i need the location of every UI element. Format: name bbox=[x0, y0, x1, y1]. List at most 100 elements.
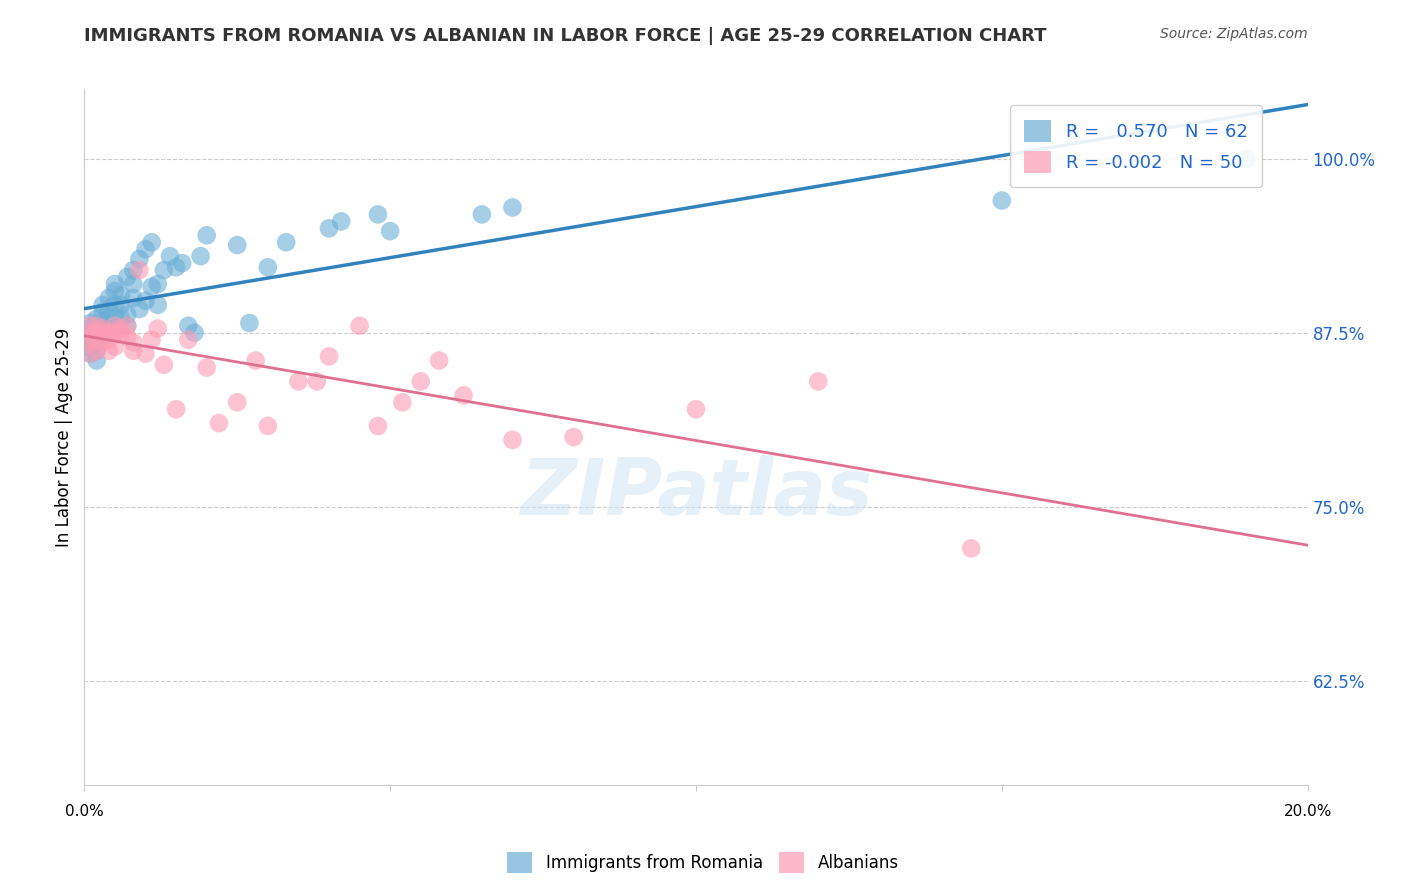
Point bbox=[86, 328, 108, 343]
Point bbox=[502, 201, 524, 215]
Point bbox=[190, 249, 212, 263]
Point bbox=[115, 270, 138, 285]
Point bbox=[86, 343, 108, 358]
Legend: R =   0.570   N = 62, R = -0.002   N = 50: R = 0.570 N = 62, R = -0.002 N = 50 bbox=[1010, 105, 1261, 187]
Point bbox=[391, 395, 413, 409]
Point bbox=[79, 316, 101, 330]
Point bbox=[146, 277, 169, 291]
Point bbox=[562, 430, 585, 444]
Point bbox=[97, 343, 120, 358]
Point bbox=[91, 321, 114, 335]
Point bbox=[104, 284, 127, 298]
Point bbox=[122, 343, 145, 358]
Point bbox=[330, 214, 353, 228]
Point bbox=[135, 346, 157, 360]
Text: 0.0%: 0.0% bbox=[65, 805, 104, 819]
Point bbox=[79, 335, 101, 350]
Point bbox=[110, 288, 132, 302]
Point bbox=[427, 353, 450, 368]
Point bbox=[104, 340, 127, 354]
Point bbox=[79, 326, 101, 340]
Point bbox=[104, 298, 127, 312]
Point bbox=[86, 333, 108, 347]
Point bbox=[97, 291, 120, 305]
Point bbox=[110, 326, 132, 340]
Point bbox=[453, 388, 475, 402]
Point bbox=[91, 298, 114, 312]
Point bbox=[128, 263, 150, 277]
Point bbox=[79, 318, 101, 333]
Point bbox=[115, 318, 138, 333]
Point bbox=[135, 293, 157, 308]
Point bbox=[86, 335, 108, 350]
Point bbox=[128, 252, 150, 266]
Point bbox=[141, 333, 163, 347]
Point bbox=[226, 238, 249, 252]
Point bbox=[79, 333, 101, 347]
Point bbox=[104, 310, 127, 325]
Point bbox=[110, 298, 132, 312]
Point bbox=[226, 395, 249, 409]
Point bbox=[685, 402, 707, 417]
Point bbox=[115, 308, 138, 322]
Point bbox=[471, 207, 494, 221]
Point bbox=[349, 318, 371, 333]
Legend: Immigrants from Romania, Albanians: Immigrants from Romania, Albanians bbox=[501, 846, 905, 880]
Point bbox=[79, 330, 101, 344]
Point bbox=[318, 221, 340, 235]
Point bbox=[91, 315, 114, 329]
Point bbox=[165, 260, 187, 275]
Point bbox=[257, 260, 280, 275]
Text: Source: ZipAtlas.com: Source: ZipAtlas.com bbox=[1160, 27, 1308, 41]
Point bbox=[97, 321, 120, 335]
Point bbox=[79, 321, 101, 335]
Text: 20.0%: 20.0% bbox=[1284, 805, 1331, 819]
Point bbox=[91, 326, 114, 340]
Point bbox=[159, 249, 181, 263]
Point bbox=[122, 277, 145, 291]
Point bbox=[79, 326, 101, 340]
Y-axis label: In Labor Force | Age 25-29: In Labor Force | Age 25-29 bbox=[55, 327, 73, 547]
Point bbox=[245, 353, 267, 368]
Point bbox=[86, 311, 108, 326]
Point bbox=[115, 330, 138, 344]
Point bbox=[79, 341, 101, 355]
Point bbox=[318, 350, 340, 364]
Point bbox=[86, 318, 108, 333]
Point bbox=[122, 263, 145, 277]
Point bbox=[195, 360, 218, 375]
Point bbox=[141, 235, 163, 250]
Point bbox=[110, 321, 132, 335]
Point bbox=[960, 541, 983, 556]
Point bbox=[195, 228, 218, 243]
Text: ZIPatlas: ZIPatlas bbox=[520, 455, 872, 531]
Point bbox=[128, 301, 150, 316]
Point bbox=[276, 235, 298, 250]
Point bbox=[367, 419, 389, 434]
Point bbox=[238, 316, 260, 330]
Point bbox=[409, 375, 432, 389]
Point bbox=[1236, 152, 1258, 166]
Point bbox=[257, 419, 280, 434]
Point bbox=[141, 280, 163, 294]
Point bbox=[165, 402, 187, 417]
Point bbox=[97, 326, 120, 340]
Point bbox=[807, 375, 830, 389]
Text: IMMIGRANTS FROM ROMANIA VS ALBANIAN IN LABOR FORCE | AGE 25-29 CORRELATION CHART: IMMIGRANTS FROM ROMANIA VS ALBANIAN IN L… bbox=[84, 27, 1047, 45]
Point bbox=[172, 256, 194, 270]
Point bbox=[122, 291, 145, 305]
Point bbox=[79, 330, 101, 344]
Point bbox=[115, 318, 138, 333]
Point bbox=[91, 321, 114, 335]
Point bbox=[287, 375, 309, 389]
Point bbox=[86, 343, 108, 358]
Point bbox=[104, 318, 127, 333]
Point bbox=[305, 375, 328, 389]
Point bbox=[367, 207, 389, 221]
Point bbox=[110, 311, 132, 326]
Point bbox=[146, 298, 169, 312]
Point bbox=[177, 333, 200, 347]
Point bbox=[177, 318, 200, 333]
Point bbox=[86, 318, 108, 333]
Point bbox=[97, 310, 120, 325]
